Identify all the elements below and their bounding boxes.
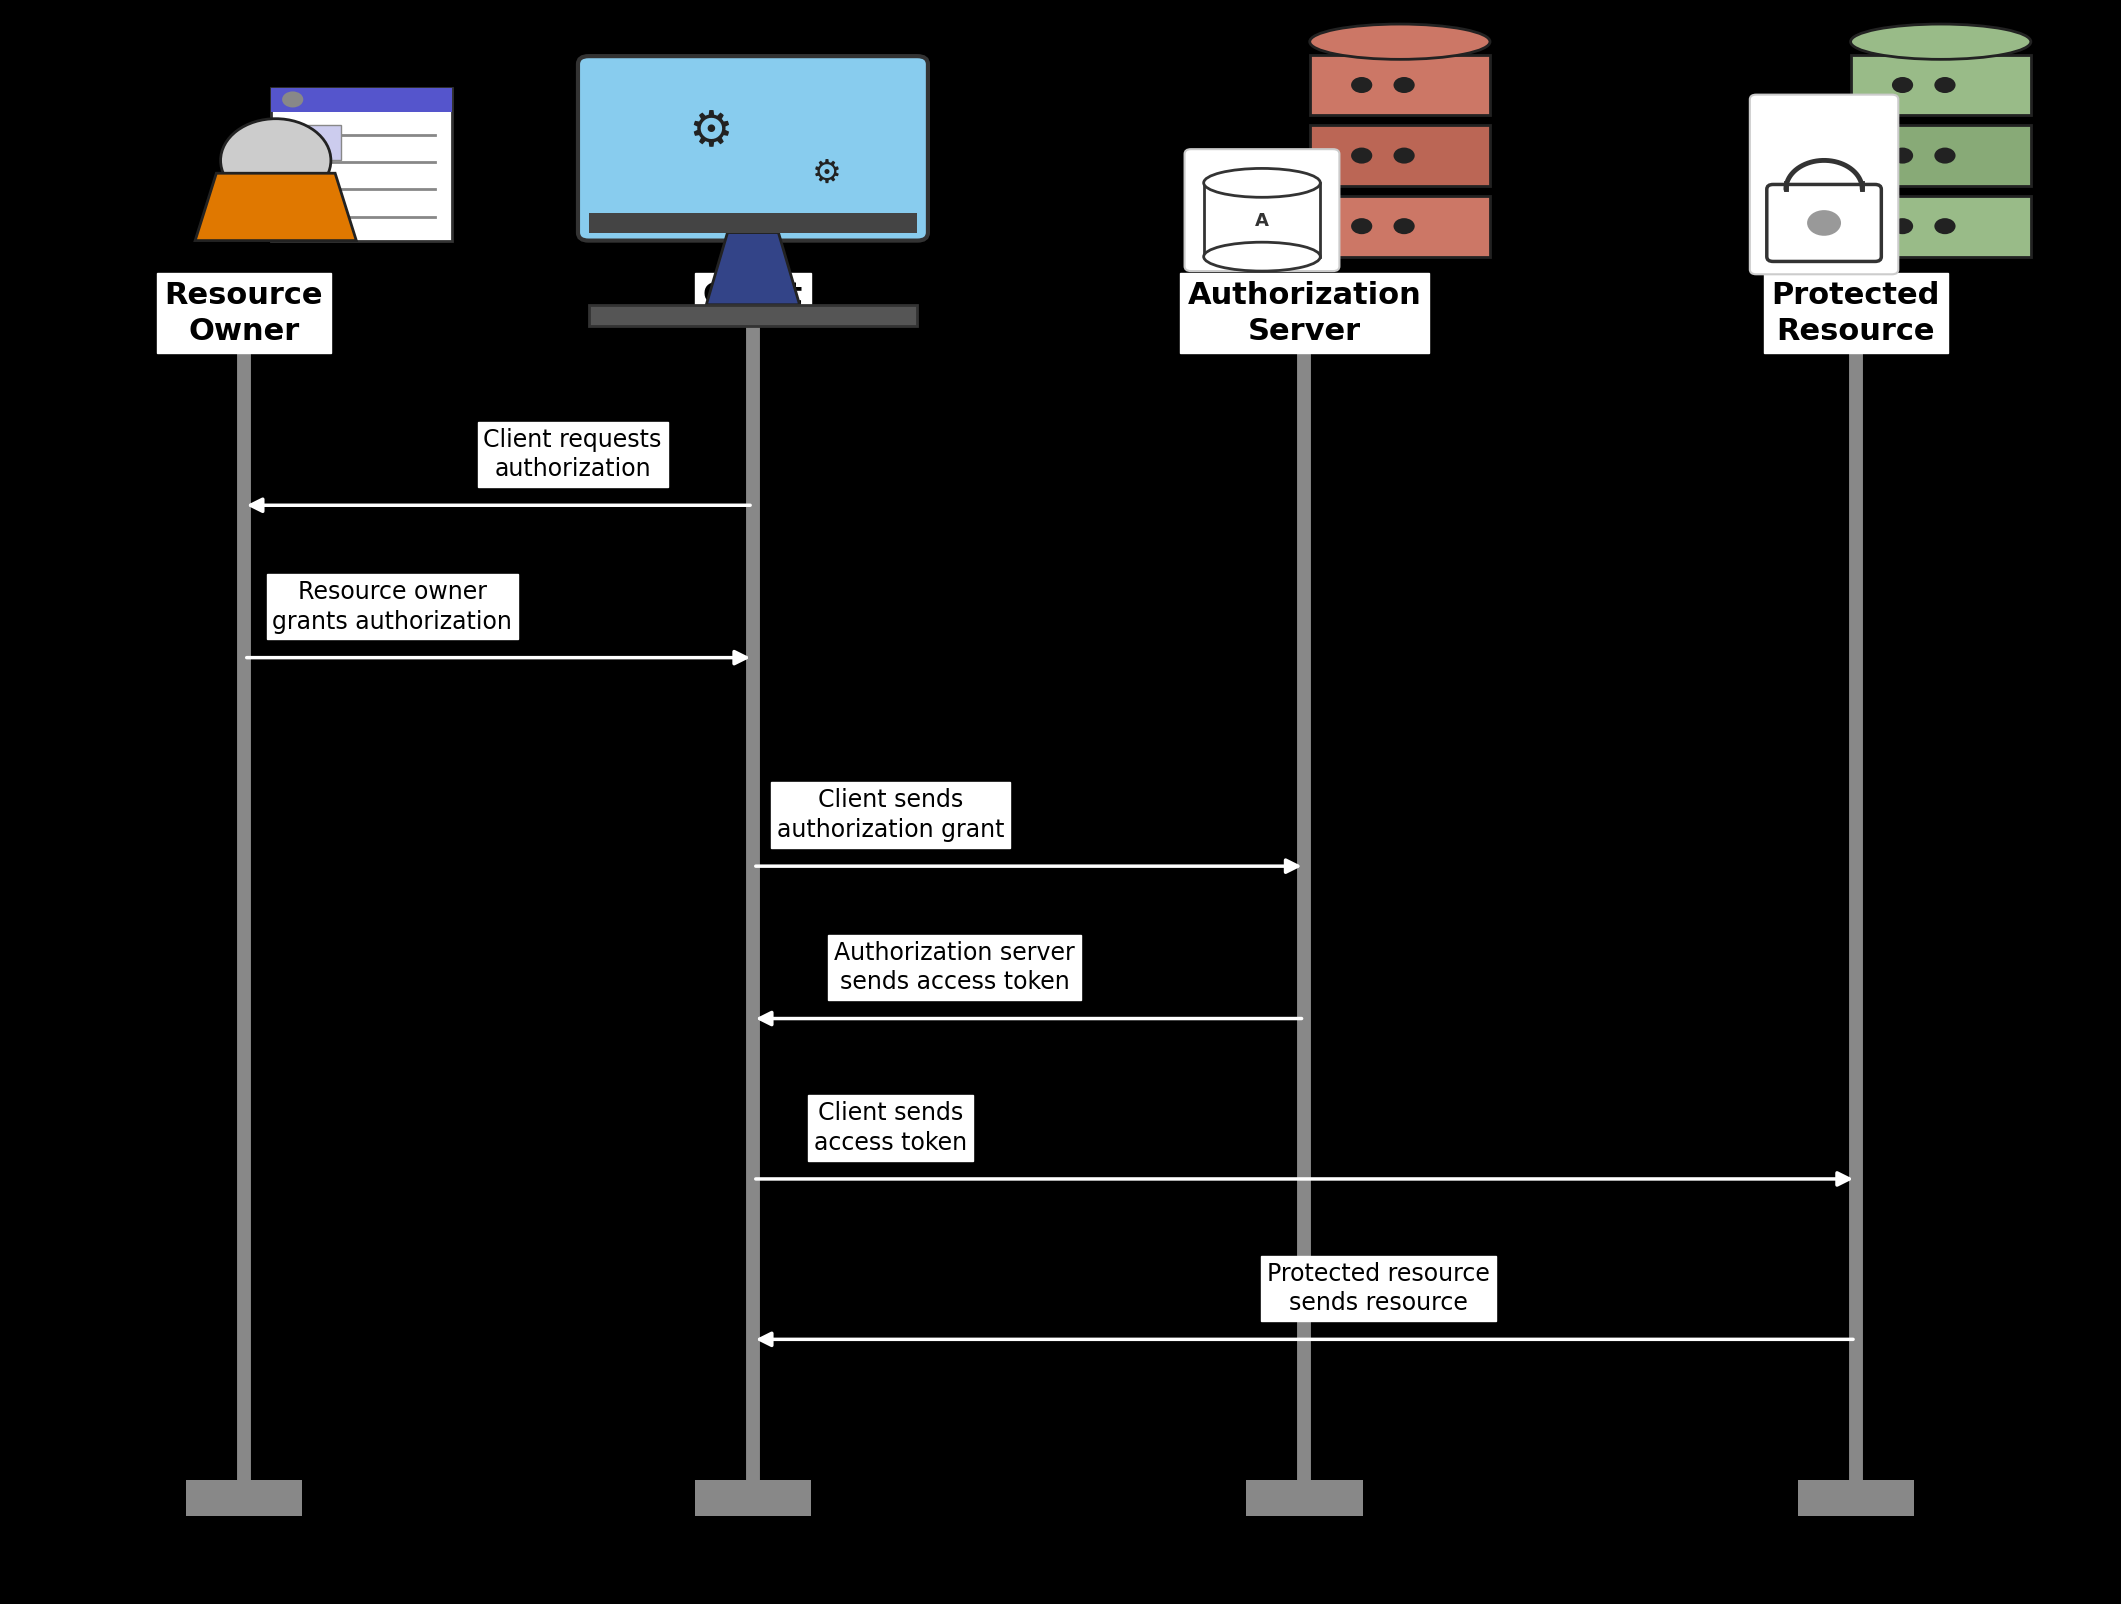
FancyBboxPatch shape: [1767, 184, 1881, 261]
Circle shape: [1393, 148, 1415, 164]
FancyBboxPatch shape: [1750, 95, 1898, 274]
FancyBboxPatch shape: [1799, 1480, 1915, 1516]
Text: Client requests
authorization: Client requests authorization: [484, 428, 662, 481]
Ellipse shape: [1311, 24, 1489, 59]
FancyBboxPatch shape: [588, 213, 916, 233]
Circle shape: [1892, 148, 1913, 164]
Polygon shape: [195, 173, 356, 241]
Polygon shape: [706, 233, 800, 305]
FancyBboxPatch shape: [577, 56, 929, 241]
Circle shape: [1393, 77, 1415, 93]
FancyBboxPatch shape: [694, 1480, 810, 1516]
Text: Client sends
authorization grant: Client sends authorization grant: [776, 789, 1005, 842]
Text: Authorization
Server: Authorization Server: [1188, 281, 1421, 345]
Circle shape: [1807, 210, 1841, 236]
Circle shape: [1934, 77, 1956, 93]
FancyBboxPatch shape: [1850, 125, 2032, 186]
Circle shape: [1892, 218, 1913, 234]
FancyBboxPatch shape: [1850, 55, 2032, 115]
FancyBboxPatch shape: [1247, 1480, 1364, 1516]
FancyBboxPatch shape: [1184, 149, 1340, 271]
Circle shape: [1892, 77, 1913, 93]
Circle shape: [1393, 218, 1415, 234]
FancyBboxPatch shape: [187, 1480, 303, 1516]
FancyBboxPatch shape: [288, 125, 341, 160]
FancyBboxPatch shape: [588, 305, 916, 326]
Circle shape: [1934, 148, 1956, 164]
Text: Client: Client: [702, 281, 804, 310]
Circle shape: [282, 91, 303, 107]
Circle shape: [1351, 148, 1372, 164]
FancyBboxPatch shape: [1205, 183, 1319, 257]
FancyBboxPatch shape: [1311, 125, 1489, 186]
Circle shape: [1351, 77, 1372, 93]
Circle shape: [1934, 218, 1956, 234]
Ellipse shape: [1203, 168, 1319, 197]
Text: Resource owner
grants authorization: Resource owner grants authorization: [271, 581, 513, 634]
FancyBboxPatch shape: [1311, 55, 1489, 115]
FancyBboxPatch shape: [1850, 196, 2032, 257]
Ellipse shape: [1850, 24, 2032, 59]
Text: A: A: [1256, 212, 1268, 231]
Text: ⚙: ⚙: [687, 107, 734, 156]
Text: Protected
Resource: Protected Resource: [1771, 281, 1941, 345]
FancyBboxPatch shape: [271, 88, 452, 241]
Circle shape: [221, 119, 331, 202]
Text: Client sends
access token: Client sends access token: [814, 1102, 967, 1155]
Text: Resource
Owner: Resource Owner: [165, 281, 322, 345]
Text: ⚙: ⚙: [812, 157, 842, 191]
Text: Protected resource
sends resource: Protected resource sends resource: [1266, 1262, 1491, 1315]
Ellipse shape: [1203, 242, 1319, 271]
Text: Authorization server
sends access token: Authorization server sends access token: [834, 942, 1075, 994]
FancyBboxPatch shape: [1311, 196, 1489, 257]
Circle shape: [1351, 218, 1372, 234]
FancyBboxPatch shape: [271, 88, 452, 112]
